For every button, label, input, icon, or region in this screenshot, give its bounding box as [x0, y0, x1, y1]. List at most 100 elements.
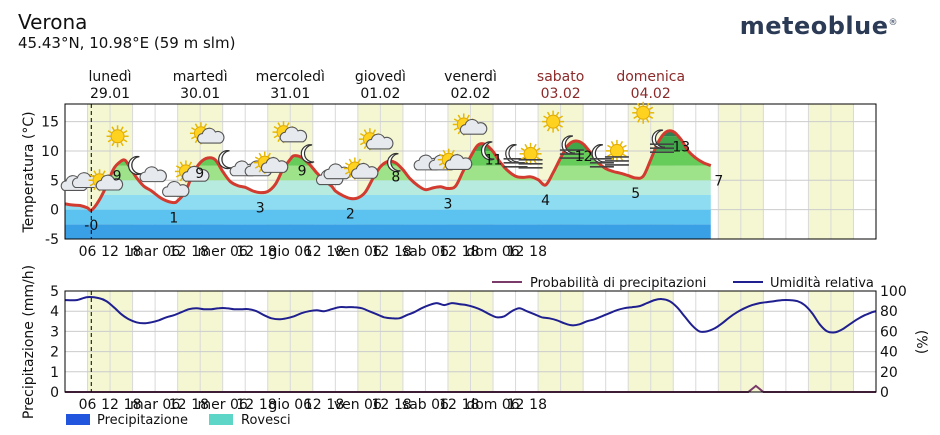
temp-ytick: 0 [50, 203, 59, 219]
sun-disc [636, 105, 651, 120]
day-date: 04.02 [631, 86, 671, 102]
sun-ray [372, 129, 377, 134]
x-tick-label: dom 06 [466, 244, 519, 260]
sun-ray [359, 142, 365, 146]
precip-legend: Probabilità di precipitazioni Umidità re… [492, 276, 874, 291]
sun-ray [344, 171, 350, 175]
sun-ray [633, 106, 638, 110]
x-tick-label: dom 06 [466, 397, 519, 413]
sun-ray [123, 139, 128, 143]
x-tick-label: mer 06 [198, 397, 248, 413]
legend-precipitation-label: Precipitazione [97, 413, 188, 428]
sun-cloud-icon [253, 151, 289, 174]
temperature-label: 1 [169, 211, 178, 227]
sun-ray [357, 158, 362, 163]
sun-ray [622, 153, 627, 158]
sun-cloud-icon [452, 113, 488, 136]
sun-ray [191, 127, 196, 131]
temperature-label: 3 [444, 197, 453, 213]
x-tick-label: 18 [191, 244, 209, 260]
sun-ray [543, 115, 548, 119]
sun-ray [203, 123, 208, 128]
sun-ray [622, 144, 627, 149]
day-date: 03.02 [541, 86, 581, 102]
sun-ray [107, 139, 112, 143]
legend-showers-label: Rovesci [241, 413, 291, 428]
temp-ytick: -5 [45, 232, 59, 248]
x-tick-label: 18 [529, 397, 547, 413]
percent-axis-label: (%) [913, 330, 929, 354]
x-tick-label: 12 [101, 397, 119, 413]
sun-ray [254, 156, 260, 160]
moon-cloud-icon [218, 150, 232, 170]
night-cloud-icon [139, 166, 167, 183]
fog-moon-icon [649, 129, 674, 153]
sun-ray [120, 126, 124, 131]
sun-ray [194, 123, 199, 128]
cloud-shape [444, 154, 473, 170]
sun-ray [273, 134, 278, 139]
cloud-shape [323, 163, 351, 180]
temperature-label: 4 [541, 193, 550, 209]
sun-cloud-icon [437, 148, 473, 171]
temperature-label: 12 [575, 149, 593, 165]
weather-icons [60, 101, 674, 197]
x-tick-label: 06 [79, 244, 97, 260]
sun-ray [536, 156, 541, 160]
sun-ray [453, 118, 459, 122]
temperature-label: 7 [714, 174, 723, 190]
x-tick-label: 18 [394, 244, 412, 260]
location-coords: 45.43°N, 10.98°E (59 m slm) [18, 34, 236, 52]
fog-moon-icon [589, 144, 614, 168]
x-tick-label: mer 06 [198, 244, 248, 260]
x-tick-label: 12 [439, 244, 457, 260]
sun-ray [442, 165, 446, 170]
x-tick-label: 18 [462, 244, 480, 260]
cloud-shape [95, 174, 124, 191]
cloud-shape [459, 118, 488, 135]
sun-icon [542, 110, 565, 133]
sun-ray [543, 124, 548, 128]
legend-humidity-label: Umidità relativa [770, 276, 874, 291]
temperature-band [65, 224, 711, 239]
precip-ytick: 2 [50, 345, 59, 361]
day-date: 29.01 [90, 86, 130, 102]
temperature-panel: -0 9 1 9 3 9 2 8 3 11 4 12 5 13 7 -5 0 5 10 15 Temperatura… [21, 101, 877, 260]
sun-ray [348, 174, 353, 179]
bottom-legend: Precipitazione Rovesci [66, 413, 291, 428]
temperature-label: 8 [391, 170, 400, 186]
moon-cloud-icon [128, 155, 142, 176]
x-tick-label: sab 06 [402, 244, 449, 260]
brand-name: meteoblue [739, 12, 889, 40]
cloud-shape [182, 165, 210, 182]
x-tick-label: 12 [439, 397, 457, 413]
sun-ray [93, 185, 97, 191]
sun-ray [176, 174, 181, 178]
day-name: mercoledì [256, 69, 325, 85]
temp-ytick: 5 [50, 173, 59, 189]
day-name: martedì [173, 69, 228, 85]
sun-ray [363, 129, 368, 134]
moon-shape [387, 152, 401, 173]
sun-ray [194, 138, 199, 144]
sun-ray [637, 102, 641, 108]
x-tick-label: ven 06 [334, 244, 382, 260]
moon-shape [480, 141, 495, 161]
x-tick-label: 12 [507, 244, 525, 260]
fog-sun-icon [604, 139, 629, 166]
temperature-band [65, 180, 711, 195]
temperature-label: 2 [346, 207, 355, 223]
sun-ray [648, 115, 654, 119]
percent-ytick: 80 [880, 304, 898, 320]
brand-logo[interactable]: meteoblue® [740, 12, 898, 40]
x-tick-label: 06 [79, 397, 97, 413]
sun-icon [106, 125, 129, 148]
x-tick-label: 12 [236, 397, 254, 413]
x-tick-label: 12 [304, 397, 322, 413]
sun-ray [348, 158, 353, 163]
moon-shape [128, 155, 142, 176]
temp-ytick: 10 [41, 144, 59, 160]
humidity-line [64, 295, 877, 334]
sun-ray [176, 165, 181, 169]
location-name: Verona [18, 10, 88, 34]
